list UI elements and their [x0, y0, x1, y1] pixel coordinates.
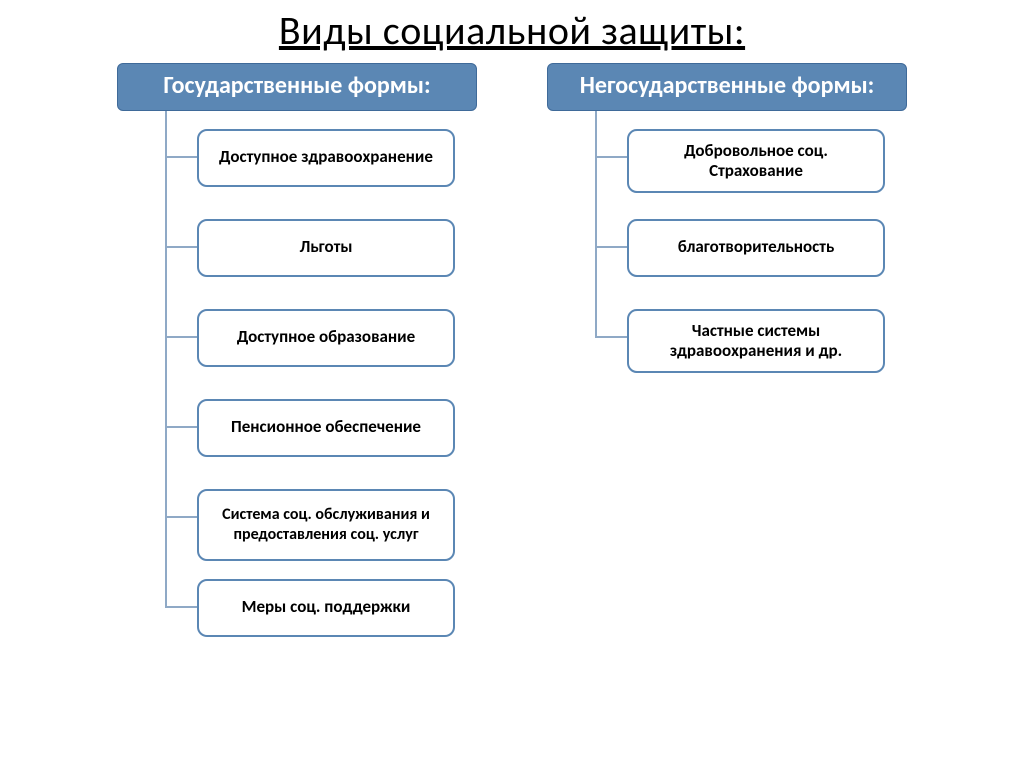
items-nonstate: Добровольное соц. Страхование благотвори… [547, 111, 907, 381]
column-state: Государственные формы: Доступное здравоо… [117, 63, 477, 651]
item-row: Меры соц. поддержки [117, 561, 477, 651]
item-row: Доступное здравоохранение [117, 111, 477, 201]
item-box: Система соц. обслуживания и предоставлен… [197, 489, 455, 561]
item-box: Добровольное соц. Страхование [627, 129, 885, 194]
connector-hline [595, 156, 627, 158]
column-header-state: Государственные формы: [117, 63, 477, 111]
connector-hline [165, 606, 197, 608]
column-nonstate: Негосударственные формы: Добровольное со… [547, 63, 907, 651]
connector-hline [165, 426, 197, 428]
item-row: благотворительность [547, 201, 907, 291]
item-box: Льготы [197, 219, 455, 277]
connector-vline [595, 291, 597, 336]
connector-hline [165, 156, 197, 158]
page-title: Виды социальной защиты: [0, 0, 1024, 57]
item-row: Добровольное соц. Страхование [547, 111, 907, 201]
connector-vline [165, 561, 167, 606]
item-box: Частные системы здравоохранения и др. [627, 309, 885, 374]
item-box: Меры соц. поддержки [197, 579, 455, 637]
item-box: Пенсионное обеспечение [197, 399, 455, 457]
item-box: благотворительность [627, 219, 885, 277]
connector-hline [165, 516, 197, 518]
item-row: Пенсионное обеспечение [117, 381, 477, 471]
item-row: Частные системы здравоохранения и др. [547, 291, 907, 381]
connector-hline [165, 336, 197, 338]
items-state: Доступное здравоохранение Льготы Доступн… [117, 111, 477, 651]
connector-hline [595, 336, 627, 338]
item-row: Льготы [117, 201, 477, 291]
item-row: Система соц. обслуживания и предоставлен… [117, 471, 477, 561]
item-row: Доступное образование [117, 291, 477, 381]
connector-hline [595, 246, 627, 248]
column-header-nonstate: Негосударственные формы: [547, 63, 907, 111]
item-box: Доступное образование [197, 309, 455, 367]
columns-container: Государственные формы: Доступное здравоо… [0, 57, 1024, 651]
item-box: Доступное здравоохранение [197, 129, 455, 187]
connector-hline [165, 246, 197, 248]
